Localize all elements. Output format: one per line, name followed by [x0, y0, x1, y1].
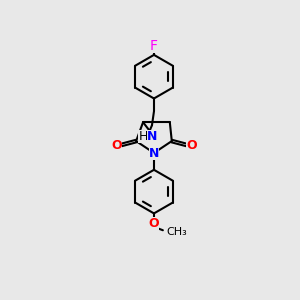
Text: N: N	[149, 148, 159, 160]
Text: O: O	[149, 217, 159, 230]
Text: O: O	[111, 139, 122, 152]
Text: N: N	[147, 130, 157, 142]
Text: H: H	[138, 130, 148, 142]
Text: F: F	[150, 39, 158, 53]
Text: O: O	[186, 139, 197, 152]
Text: CH₃: CH₃	[167, 227, 187, 237]
